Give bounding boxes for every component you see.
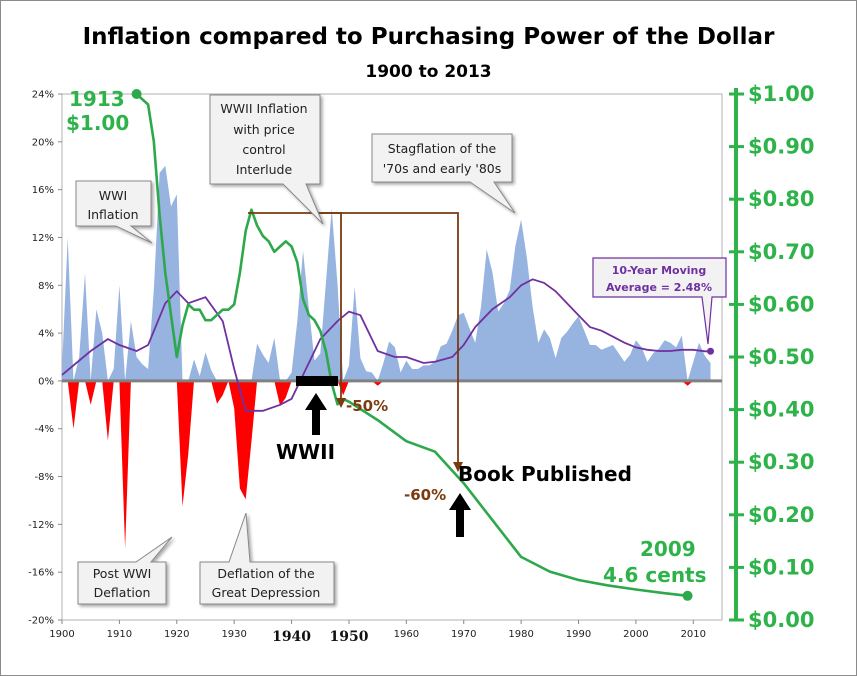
start-value-label: $1.00 — [66, 111, 129, 135]
right-axis-tick-label: $0.30 — [748, 450, 814, 474]
minus-50-label: -50% — [346, 397, 388, 415]
callout-post-wwi-deflation — [77, 536, 173, 605]
axes: 24% 20% 16% 12% 8% 4% 0% -4% -8% -12% -16% -20% $1.0… — [28, 82, 814, 645]
callout-post-wwi-line2: Deflation — [94, 585, 151, 600]
end-value-label: 4.6 cents — [603, 563, 707, 587]
left-axis-tick-label: 12% — [32, 233, 54, 244]
callout-wwi-line2: Inflation — [87, 207, 138, 222]
end-year-label: 2009 — [640, 537, 696, 561]
wwii-period-bar — [296, 376, 338, 386]
inflation-negative-fill — [62, 380, 711, 549]
left-axis-tick-label: 0% — [38, 376, 54, 387]
right-axis-tick-label: $0.60 — [748, 292, 814, 316]
book-published-arrow — [449, 493, 471, 537]
wwii-label: WWII — [276, 440, 335, 464]
right-axis-tick-label: $0.70 — [748, 240, 814, 264]
bracket-line-book — [321, 212, 459, 465]
left-axis-tick-label: -20% — [28, 616, 54, 627]
left-axis-tick-label: 4% — [38, 329, 54, 340]
left-axis-tick-label: 24% — [32, 90, 54, 101]
callout-wwi-inflation — [75, 180, 153, 244]
callout-wwi-line1: WWI — [99, 188, 127, 203]
x-axis-tick-label: 2010 — [681, 629, 706, 640]
annotations: WWII Book Published -50% -60% 1913 $1.00… — [66, 87, 727, 605]
wwii-arrow — [305, 393, 327, 435]
right-axis-tick-label: $0.90 — [748, 135, 814, 159]
bracket-arrowhead-book — [453, 462, 463, 472]
inflation-positive-area — [62, 165, 711, 381]
right-axis-tick-label: $0.50 — [748, 345, 814, 369]
x-axis-tick-label: 1900 — [49, 629, 74, 640]
x-axis-tick-label: 1980 — [508, 629, 533, 640]
callout-great-depression — [199, 512, 335, 605]
x-axis-tick-label: 1930 — [221, 629, 246, 640]
dollar-line — [135, 93, 688, 598]
dollar-end-point — [682, 590, 693, 601]
x-axis-tick-label: 1960 — [394, 629, 419, 640]
right-axis-tick-label: $0.40 — [748, 398, 814, 422]
x-axis-tick-label: 1920 — [164, 629, 189, 640]
callout-ma-line1: 10-Year Moving — [612, 264, 707, 277]
right-axis-tick-label: $1.00 — [748, 82, 814, 106]
inflation-negative-area — [62, 380, 711, 549]
left-axis-tick-label: -16% — [28, 568, 54, 579]
bracket-arrowhead-wwii — [336, 398, 346, 408]
callout-post-wwi-line1: Post WWI — [93, 566, 152, 581]
right-axis-tick-label: $0.20 — [748, 503, 814, 527]
callout-wwii-line1: WWII Inflation — [220, 101, 307, 116]
x-axis-tick-label: 1990 — [566, 629, 591, 640]
minus-60-label: -60% — [404, 486, 446, 504]
inflation-positive-fill — [62, 165, 711, 381]
callout-moving-average — [592, 257, 727, 345]
callout-stagflation-line2: '70s and early '80s — [383, 161, 502, 176]
callout-wwii-line2: with price — [233, 122, 295, 137]
callout-wwii-inflation — [209, 94, 324, 225]
right-axis-tick-label: $0.10 — [748, 555, 814, 579]
x-axis-tick-label: 2000 — [623, 629, 648, 640]
x-axis-tick-label: 1970 — [451, 629, 476, 640]
callout-stagflation — [371, 133, 516, 214]
x-axis-tick-label: 1950 — [329, 629, 368, 645]
left-axis-tick-label: -12% — [28, 520, 54, 531]
left-axis-tick-label: -4% — [35, 424, 54, 435]
chart-subtitle: 1900 to 2013 — [365, 62, 492, 82]
book-published-label: Book Published — [458, 462, 632, 486]
right-axis-tick-label: $0.00 — [748, 608, 814, 632]
moving-average-end-point — [707, 347, 715, 355]
dollar-series — [131, 89, 693, 601]
x-axis-tick-label: 1910 — [107, 629, 132, 640]
callout-stagflation-line1: Stagflation of the — [388, 141, 497, 156]
callout-wwii-line4: Interlude — [236, 162, 293, 177]
right-axis-tick-label: $0.80 — [748, 187, 814, 211]
dollar-start-point — [131, 89, 142, 99]
left-axis-tick-label: 16% — [32, 185, 54, 196]
left-axis-tick-label: -8% — [35, 472, 54, 483]
callout-depression-line1: Deflation of the — [217, 566, 315, 581]
chart-title: Inflation compared to Purchasing Power o… — [82, 24, 775, 50]
start-year-label: 1913 — [69, 87, 125, 111]
left-axis-tick-label: 20% — [32, 137, 54, 148]
x-axis-tick-label: 1940 — [272, 629, 311, 645]
callout-depression-line2: Great Depression — [212, 585, 321, 600]
callout-wwii-line3: control — [242, 142, 285, 157]
callout-ma-line2: Average = 2.48% — [606, 281, 712, 294]
left-axis-tick-label: 8% — [38, 281, 54, 292]
